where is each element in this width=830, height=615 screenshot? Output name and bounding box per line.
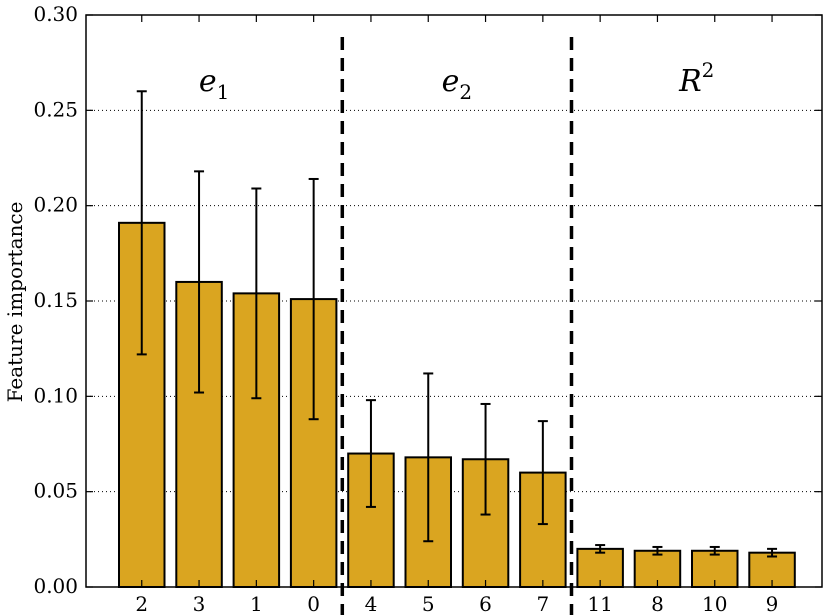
y-tick-label: 0.00 — [33, 574, 78, 598]
y-axis-title: Feature importance — [3, 202, 27, 403]
group-label-base: e — [442, 64, 460, 99]
group-label: R2 — [678, 58, 714, 99]
group-label-subscript: 1 — [217, 80, 230, 104]
error-bars — [136, 90, 778, 558]
group-labels: e1 e2 R2 — [199, 58, 715, 104]
y-tick-label: 0.15 — [33, 288, 78, 312]
group-label: e2 — [442, 64, 473, 104]
x-tick-label: 7 — [536, 592, 549, 615]
bars — [118, 221, 796, 589]
x-tick-label: 10 — [702, 592, 727, 615]
group-label: e1 — [199, 64, 230, 104]
x-tick-label: 9 — [766, 592, 779, 615]
x-tick-label: 8 — [651, 592, 664, 615]
y-tick-label: 0.10 — [33, 383, 78, 407]
group-label-subscript: 2 — [459, 80, 472, 104]
group-dividers — [340, 37, 574, 615]
x-tick-label: 6 — [479, 592, 492, 615]
y-tick-label: 0.30 — [33, 2, 78, 26]
x-tick-label: 11 — [587, 592, 612, 615]
group-label-superscript: 2 — [702, 58, 715, 82]
y-tick-label: 0.25 — [33, 97, 78, 121]
x-tick-label: 1 — [250, 592, 263, 615]
x-tick-label: 4 — [365, 592, 378, 615]
group-label-base: R — [678, 64, 702, 99]
axis-ticks — [86, 14, 822, 588]
y-tick-label: 0.05 — [33, 479, 78, 503]
grid-lines — [86, 109, 822, 493]
x-tick-label: 2 — [135, 592, 148, 615]
group-label-base: e — [199, 64, 217, 99]
x-tick-label: 5 — [422, 592, 435, 615]
y-tick-label: 0.20 — [33, 193, 78, 217]
x-tick-label: 0 — [307, 592, 320, 615]
x-tick-label: 3 — [193, 592, 206, 615]
tick-labels: 0.000.050.100.150.200.250.302 3 1 0 4 5 6 7 11 8 1… — [33, 2, 778, 615]
